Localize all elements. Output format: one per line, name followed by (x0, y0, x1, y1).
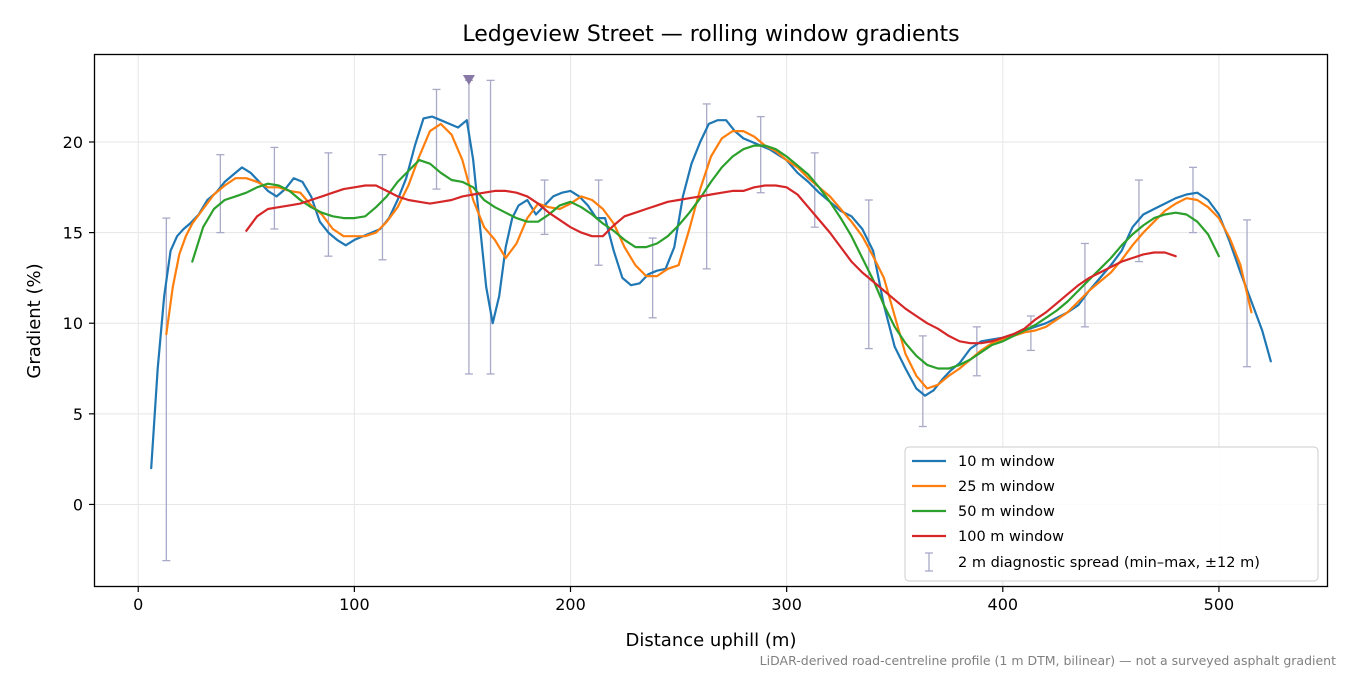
legend-label-spread: 2 m diagnostic spread (min–max, ±12 m) (958, 555, 1260, 571)
spread-bar (972, 326, 981, 377)
y-tick-label: 10 (63, 314, 83, 333)
legend: 10 m window 25 m window 50 m window 100 … (904, 446, 1319, 582)
legend-label-10m: 10 m window (958, 454, 1055, 470)
spread-bar (594, 179, 603, 266)
chart-title: Ledgeview Street — rolling window gradie… (462, 22, 959, 47)
peak-marker (462, 75, 475, 85)
x-tick-label: 0 (133, 595, 143, 614)
y-tick-label: 15 (63, 224, 83, 243)
y-axis-label: Gradient (%) (24, 263, 45, 378)
legend-label-50m: 50 m window (958, 504, 1055, 520)
spread-bar (432, 88, 441, 190)
series-line-1 (165, 122, 1253, 390)
spread-bar (486, 79, 495, 375)
legend-swatch-spread (925, 552, 933, 572)
y-tick-label: 20 (63, 133, 83, 152)
x-tick-label: 300 (771, 595, 802, 614)
spread-bar (540, 179, 549, 236)
y-tick-label: 0 (73, 495, 83, 514)
legend-box (904, 446, 1319, 582)
axis-ticks: 0 100 200 300 400 500 0 5 10 15 20 (63, 133, 1235, 614)
footnote: LiDAR-derived road-centreline profile (1… (760, 653, 1336, 668)
series-lines (150, 115, 1272, 470)
x-tick-label: 200 (555, 595, 586, 614)
x-tick-label: 400 (988, 595, 1019, 614)
spread-bar (756, 115, 765, 194)
spread-bar (1026, 315, 1035, 352)
spread-bar (216, 154, 225, 234)
spread-bar (324, 152, 333, 257)
y-tick-label: 5 (73, 405, 83, 424)
spread-bar (648, 237, 657, 319)
series-line-3 (245, 184, 1177, 345)
legend-label-25m: 25 m window (958, 479, 1055, 495)
spread-bar (918, 335, 927, 428)
legend-label-100m: 100 m window (958, 529, 1064, 545)
spread-bar (864, 199, 873, 350)
spread-bar (702, 103, 711, 270)
x-axis-label: Distance uphill (m) (626, 630, 797, 651)
x-tick-label: 100 (339, 595, 370, 614)
marker-layer (462, 75, 475, 85)
x-tick-label: 500 (1204, 595, 1235, 614)
series-line-2 (191, 144, 1221, 370)
plot-frame (93, 53, 1329, 588)
spread-bar (378, 154, 387, 261)
